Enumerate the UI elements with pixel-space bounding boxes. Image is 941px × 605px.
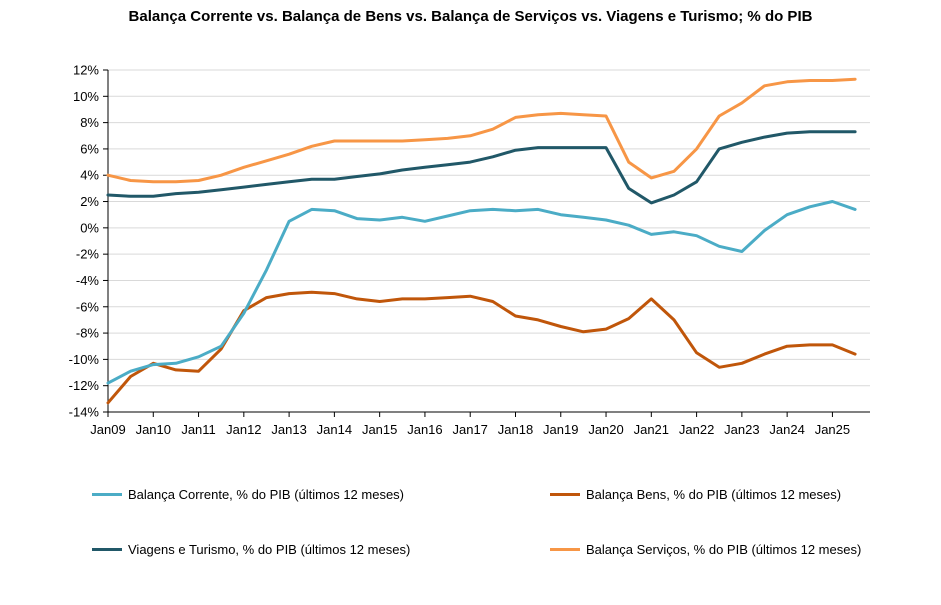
legend-swatch <box>550 548 580 551</box>
y-tick-label: -4% <box>76 273 100 288</box>
gridlines <box>108 69 870 413</box>
x-tick-label: Jan12 <box>226 422 261 437</box>
x-tick-label: Jan16 <box>407 422 442 437</box>
x-tick-label: Jan15 <box>362 422 397 437</box>
series-line-0 <box>106 200 857 385</box>
legend-label: Balança Serviços, % do PIB (últimos 12 m… <box>586 542 862 557</box>
y-tick-label: -10% <box>69 352 100 367</box>
x-tick-label: Jan23 <box>724 422 759 437</box>
x-tick-label: Jan09 <box>90 422 125 437</box>
y-tick-label: 6% <box>80 141 99 156</box>
axes <box>103 69 870 417</box>
x-tick-label: Jan13 <box>271 422 306 437</box>
y-tick-label: -12% <box>69 378 100 393</box>
legend-swatch <box>550 493 580 496</box>
y-tick-label: 4% <box>80 168 99 183</box>
y-tick-labels: 12% 10% 8% 6% 4% 2% 0% -2% -4% -6% -8% -10% -12% -14% <box>69 63 100 420</box>
x-tick-labels: Jan09 Jan10 Jan11 Jan12 Jan13 Jan14 Jan15 Jan16… <box>90 422 850 437</box>
legend-item-balanca-servicos: Balança Serviços, % do PIB (últimos 12 m… <box>550 542 861 557</box>
legend-swatch <box>92 548 122 551</box>
legend-item-balanca-bens: Balança Bens, % do PIB (últimos 12 meses… <box>550 487 841 502</box>
x-tick-label: Jan20 <box>588 422 623 437</box>
x-tick-label: Jan22 <box>679 422 714 437</box>
series-line-2 <box>106 130 857 205</box>
x-tick-label: Jan18 <box>498 422 533 437</box>
y-tick-label: 0% <box>80 220 99 235</box>
x-tick-label: Jan21 <box>634 422 669 437</box>
chart-title: Balança Corrente vs. Balança de Bens vs.… <box>128 8 813 25</box>
y-tick-label: -14% <box>69 405 100 420</box>
y-tick-label: -6% <box>76 299 100 314</box>
y-tick-label: 2% <box>80 194 99 209</box>
x-tick-label: Jan11 <box>181 422 215 437</box>
y-tick-label: -2% <box>76 247 100 262</box>
x-tick-label: Jan10 <box>136 422 171 437</box>
x-tick-label: Jan24 <box>769 422 804 437</box>
legend-item-balanca-corrente: Balança Corrente, % do PIB (últimos 12 m… <box>92 487 404 502</box>
series-line-3 <box>106 77 857 184</box>
y-tick-label: 8% <box>80 115 99 130</box>
series-lines <box>106 77 857 405</box>
y-tick-label: 10% <box>73 89 99 104</box>
y-tick-label: -8% <box>76 326 100 341</box>
y-tick-label: 12% <box>73 63 99 78</box>
legend-item-viagens-turismo: Viagens e Turismo, % do PIB (últimos 12 … <box>92 542 410 557</box>
x-tick-label: Jan25 <box>815 422 850 437</box>
legend-swatch <box>92 493 122 496</box>
legend-label: Balança Corrente, % do PIB (últimos 12 m… <box>128 487 405 502</box>
legend-label: Balança Bens, % do PIB (últimos 12 meses… <box>586 487 842 502</box>
legend-label: Viagens e Turismo, % do PIB (últimos 12 … <box>128 542 411 557</box>
x-tick-label: Jan14 <box>317 422 352 437</box>
x-tick-label: Jan17 <box>452 422 487 437</box>
x-tick-label: Jan19 <box>543 422 578 437</box>
